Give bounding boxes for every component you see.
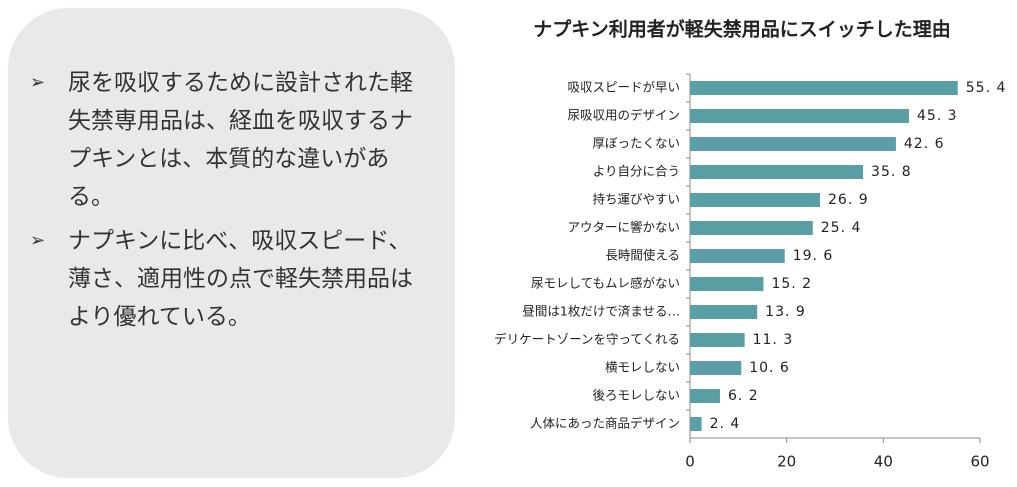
bar: [690, 221, 813, 235]
y-tick-label: アウターに響かない: [567, 220, 680, 235]
value-label: 55. 4: [966, 80, 1007, 96]
bar: [690, 165, 864, 179]
value-label: 10. 6: [749, 360, 790, 376]
y-tick-label: 尿吸収用のデザイン: [567, 108, 680, 123]
bar: [690, 137, 896, 151]
value-label: 6. 2: [728, 388, 759, 404]
x-tick-label: 0: [685, 453, 695, 471]
x-tick-label: 20: [777, 453, 796, 471]
bar: [690, 333, 745, 347]
bullet-item: ➢ ナプキンに比べ、吸収スピード、薄さ、適用性の点で軽失禁用品はより優れている。: [30, 222, 430, 336]
y-tick-label: 吸収スピードが早い: [567, 80, 680, 95]
bullet-marker: ➢: [30, 230, 46, 251]
value-label: 42. 6: [904, 136, 945, 152]
value-label: 25. 4: [821, 220, 862, 236]
value-label: 13. 9: [765, 304, 806, 320]
bullet-item: ➢ 尿を吸収するために設計された軽失禁専用品は、経血を吸収するナプキンとは、本質的…: [30, 64, 430, 216]
y-tick-label: 尿モレしてもムレ感がない: [531, 276, 680, 291]
text-panel: ➢ 尿を吸収するために設計された軽失禁専用品は、経血を吸収するナプキンとは、本質的…: [8, 8, 455, 478]
value-label: 35. 8: [871, 164, 912, 180]
y-tick-label: 人体にあった商品デザイン: [530, 416, 680, 431]
x-tick-label: 40: [874, 453, 893, 471]
y-tick-label: 後ろモレしない: [592, 388, 680, 403]
value-label: 2. 4: [710, 416, 741, 432]
value-label: 15. 2: [771, 276, 812, 292]
y-tick-label: 昼間は1枚だけで済ませる…: [522, 304, 680, 319]
x-tick-label: 60: [970, 453, 989, 471]
value-label: 11. 3: [753, 332, 794, 348]
value-label: 26. 9: [828, 192, 869, 208]
bar: [690, 193, 821, 207]
y-tick-label: 横モレしない: [605, 360, 680, 375]
y-tick-label: より自分に合う: [593, 164, 680, 179]
value-label: 19. 6: [793, 248, 834, 264]
y-tick-label: 厚ぼったくない: [592, 136, 680, 151]
bar: [690, 389, 720, 403]
bullet-marker: ➢: [30, 72, 46, 93]
bar: [690, 109, 909, 123]
value-label: 45. 3: [917, 108, 958, 124]
bullet-text: ナプキンに比べ、吸収スピード、薄さ、適用性の点で軽失禁用品はより優れている。: [68, 228, 413, 330]
bar: [690, 277, 764, 291]
chart-title: ナプキン利用者が軽失禁用品にスイッチした理由: [533, 18, 950, 41]
bar: [690, 305, 758, 319]
bar: [690, 249, 785, 263]
y-tick-label: 持ち運びやすい: [592, 192, 680, 207]
bar: [690, 81, 958, 95]
bullet-text: 尿を吸収するために設計された軽失禁専用品は、経血を吸収するナプキンとは、本質的な…: [68, 70, 413, 210]
bar: [690, 417, 702, 431]
bar: [690, 361, 742, 375]
y-tick-label: デリケートゾーンを守ってくれる: [494, 332, 680, 347]
y-tick-label: 長時間使える: [605, 248, 680, 263]
